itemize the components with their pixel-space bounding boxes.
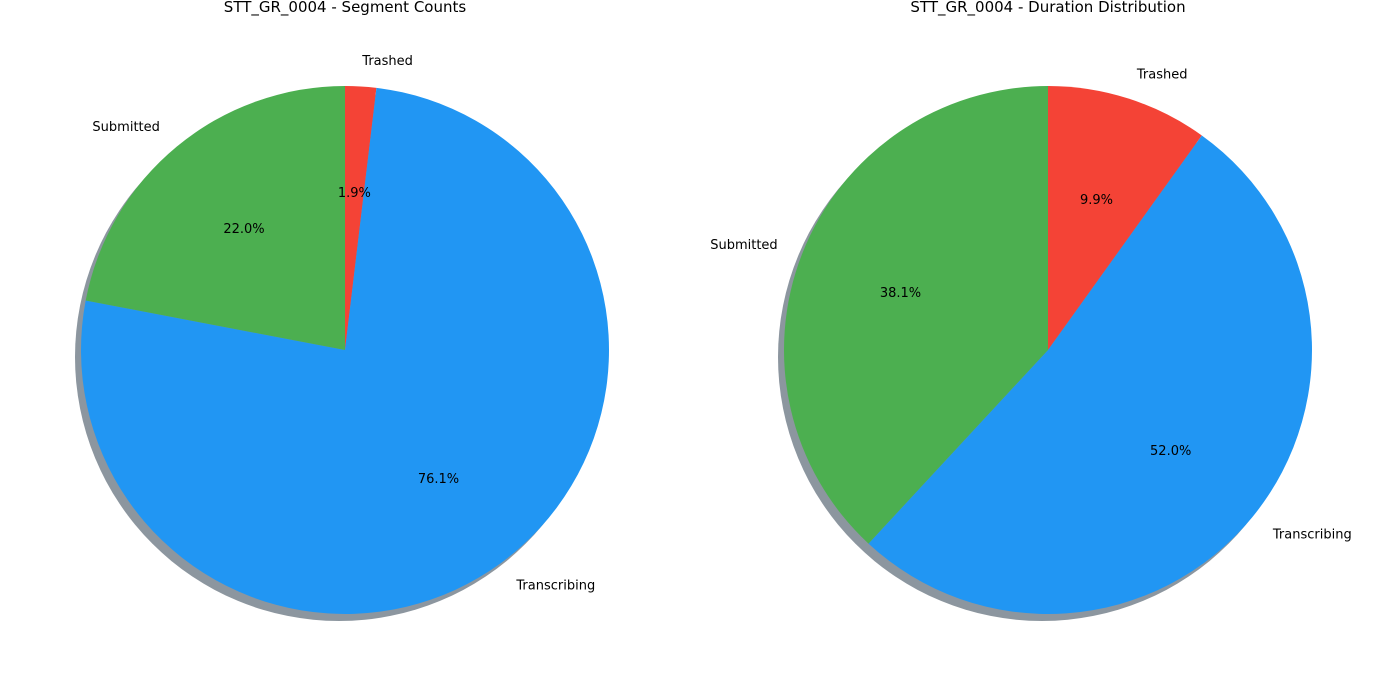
duration-distribution-slice-trashed xyxy=(1048,86,1202,350)
duration-distribution-label-submitted: Submitted xyxy=(710,238,777,253)
segment-counts-label-transcribing: Transcribing xyxy=(515,578,595,593)
segment-counts-slice-submitted xyxy=(85,86,346,350)
segment-counts-label-trashed: Trashed xyxy=(361,54,413,69)
segment-counts-label-submitted: Submitted xyxy=(92,120,159,135)
duration-distribution-pct-submitted: 38.1% xyxy=(880,286,921,301)
duration-distribution-chart-title: STT_GR_0004 - Duration Distribution xyxy=(910,0,1185,17)
segment-counts-chart-title: STT_GR_0004 - Segment Counts xyxy=(224,0,467,17)
duration-distribution-label-transcribing: Transcribing xyxy=(1272,528,1352,543)
duration-distribution-pie-slices xyxy=(783,85,1312,614)
duration-distribution-slice-transcribing xyxy=(868,135,1312,614)
segment-counts-slice-transcribing xyxy=(81,87,610,615)
segment-counts-pie-chart: STT_GR_0004 - Segment Counts Trashed Tra… xyxy=(75,0,610,621)
duration-distribution-pie-labels: Trashed Transcribing Submitted 9.9% 52.0… xyxy=(710,68,1351,543)
duration-distribution-slice-submitted xyxy=(783,85,1048,544)
duration-distribution-pie-chart: STT_GR_0004 - Duration Distribution Tras… xyxy=(710,0,1352,621)
duration-distribution-pct-trashed: 9.9% xyxy=(1080,193,1113,208)
segment-counts-pie-labels: Trashed Transcribing Submitted 1.9% 76.1… xyxy=(92,54,595,593)
segment-counts-pct-transcribing: 76.1% xyxy=(418,472,459,487)
segment-counts-pie-slices xyxy=(81,86,610,615)
segment-counts-pct-submitted: 22.0% xyxy=(223,222,264,237)
segment-counts-pct-trashed: 1.9% xyxy=(338,186,371,201)
duration-distribution-label-trashed: Trashed xyxy=(1136,68,1188,83)
duration-distribution-pct-transcribing: 52.0% xyxy=(1150,444,1191,459)
segment-counts-slice-trashed xyxy=(345,86,377,350)
